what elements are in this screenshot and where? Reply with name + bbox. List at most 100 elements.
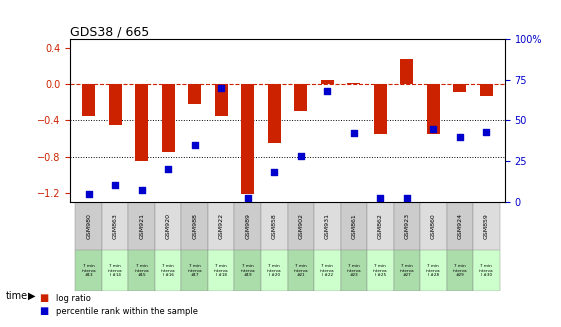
Text: GSM920: GSM920: [165, 213, 171, 239]
Text: GSM902: GSM902: [298, 213, 304, 239]
Text: GSM921: GSM921: [139, 213, 144, 239]
Point: [350, 131, 358, 136]
FancyBboxPatch shape: [234, 250, 261, 291]
FancyBboxPatch shape: [473, 250, 500, 291]
Point: [243, 196, 252, 201]
Text: 7 min
interva
l #20: 7 min interva l #20: [267, 264, 282, 277]
FancyBboxPatch shape: [367, 202, 394, 250]
Bar: [241, 84, 254, 195]
FancyBboxPatch shape: [261, 250, 288, 291]
FancyBboxPatch shape: [288, 250, 314, 291]
Text: 7 min
interva
l #22: 7 min interva l #22: [320, 264, 334, 277]
Point: [137, 188, 146, 193]
Text: GSM922: GSM922: [219, 213, 224, 239]
Text: GDS38 / 665: GDS38 / 665: [70, 25, 149, 38]
FancyBboxPatch shape: [367, 250, 394, 291]
Point: [376, 196, 385, 201]
Text: 7 min
interva
#29: 7 min interva #29: [453, 264, 467, 277]
Point: [190, 142, 199, 147]
Text: GSM980: GSM980: [86, 213, 91, 239]
Bar: [427, 84, 440, 134]
Text: GSM858: GSM858: [272, 213, 277, 239]
Point: [482, 129, 491, 134]
FancyBboxPatch shape: [128, 202, 155, 250]
Text: GSM860: GSM860: [431, 213, 436, 239]
FancyBboxPatch shape: [155, 202, 181, 250]
Text: GSM923: GSM923: [404, 213, 410, 239]
Bar: [82, 84, 95, 116]
Text: percentile rank within the sample: percentile rank within the sample: [56, 307, 198, 316]
FancyBboxPatch shape: [420, 202, 447, 250]
Bar: [268, 84, 281, 143]
FancyBboxPatch shape: [128, 250, 155, 291]
Bar: [188, 84, 201, 104]
Point: [456, 134, 465, 139]
Point: [323, 89, 332, 94]
FancyBboxPatch shape: [102, 202, 128, 250]
FancyBboxPatch shape: [181, 202, 208, 250]
FancyBboxPatch shape: [473, 202, 500, 250]
Text: ▶: ▶: [28, 291, 35, 301]
FancyBboxPatch shape: [394, 202, 420, 250]
FancyBboxPatch shape: [155, 250, 181, 291]
Text: log ratio: log ratio: [56, 294, 91, 303]
Bar: [480, 84, 493, 96]
Text: ■: ■: [39, 293, 48, 303]
FancyBboxPatch shape: [288, 202, 314, 250]
Text: 7 min
interva
#17: 7 min interva #17: [187, 264, 202, 277]
Text: GSM931: GSM931: [325, 213, 330, 239]
Text: GSM989: GSM989: [245, 213, 250, 239]
FancyBboxPatch shape: [208, 202, 234, 250]
FancyBboxPatch shape: [314, 250, 341, 291]
FancyBboxPatch shape: [341, 250, 367, 291]
Bar: [453, 84, 466, 93]
Bar: [135, 84, 148, 161]
FancyBboxPatch shape: [102, 250, 128, 291]
Text: GSM924: GSM924: [457, 213, 462, 239]
Text: 7 min
interva
#19: 7 min interva #19: [241, 264, 255, 277]
Bar: [374, 84, 387, 134]
FancyBboxPatch shape: [75, 250, 102, 291]
Text: 7 min
interva
#23: 7 min interva #23: [347, 264, 361, 277]
Text: 7 min
interva
l #14: 7 min interva l #14: [108, 264, 122, 277]
Point: [402, 196, 411, 201]
Text: 7 min
interva
l #18: 7 min interva l #18: [214, 264, 228, 277]
Bar: [400, 59, 413, 84]
FancyBboxPatch shape: [447, 250, 473, 291]
FancyBboxPatch shape: [314, 202, 341, 250]
FancyBboxPatch shape: [75, 202, 102, 250]
Text: GSM863: GSM863: [113, 213, 118, 239]
Point: [296, 154, 305, 159]
Bar: [215, 84, 228, 116]
FancyBboxPatch shape: [261, 202, 288, 250]
Text: 7 min
interva
#15: 7 min interva #15: [135, 264, 149, 277]
Point: [429, 126, 438, 131]
FancyBboxPatch shape: [341, 202, 367, 250]
Text: 7 min
interva
#13: 7 min interva #13: [81, 264, 96, 277]
Bar: [294, 84, 307, 112]
Text: 7 min
interva
#27: 7 min interva #27: [399, 264, 414, 277]
Text: 7 min
interva
#21: 7 min interva #21: [293, 264, 308, 277]
Bar: [321, 80, 334, 84]
FancyBboxPatch shape: [234, 202, 261, 250]
Point: [111, 183, 119, 188]
FancyBboxPatch shape: [420, 250, 447, 291]
Text: GSM861: GSM861: [351, 213, 356, 239]
Bar: [162, 84, 175, 152]
Point: [217, 85, 226, 91]
Point: [270, 170, 279, 175]
Point: [84, 191, 93, 196]
FancyBboxPatch shape: [181, 250, 208, 291]
Text: ■: ■: [39, 306, 48, 316]
Text: 7 min
interva
l #25: 7 min interva l #25: [373, 264, 388, 277]
Text: 7 min
interva
l #30: 7 min interva l #30: [479, 264, 494, 277]
Text: GSM859: GSM859: [484, 213, 489, 239]
Point: [164, 166, 173, 172]
FancyBboxPatch shape: [447, 202, 473, 250]
Text: GSM862: GSM862: [378, 213, 383, 239]
FancyBboxPatch shape: [394, 250, 420, 291]
Text: GSM988: GSM988: [192, 213, 197, 239]
Text: 7 min
interva
l #16: 7 min interva l #16: [161, 264, 176, 277]
FancyBboxPatch shape: [208, 250, 234, 291]
Text: 7 min
interva
l #28: 7 min interva l #28: [426, 264, 440, 277]
